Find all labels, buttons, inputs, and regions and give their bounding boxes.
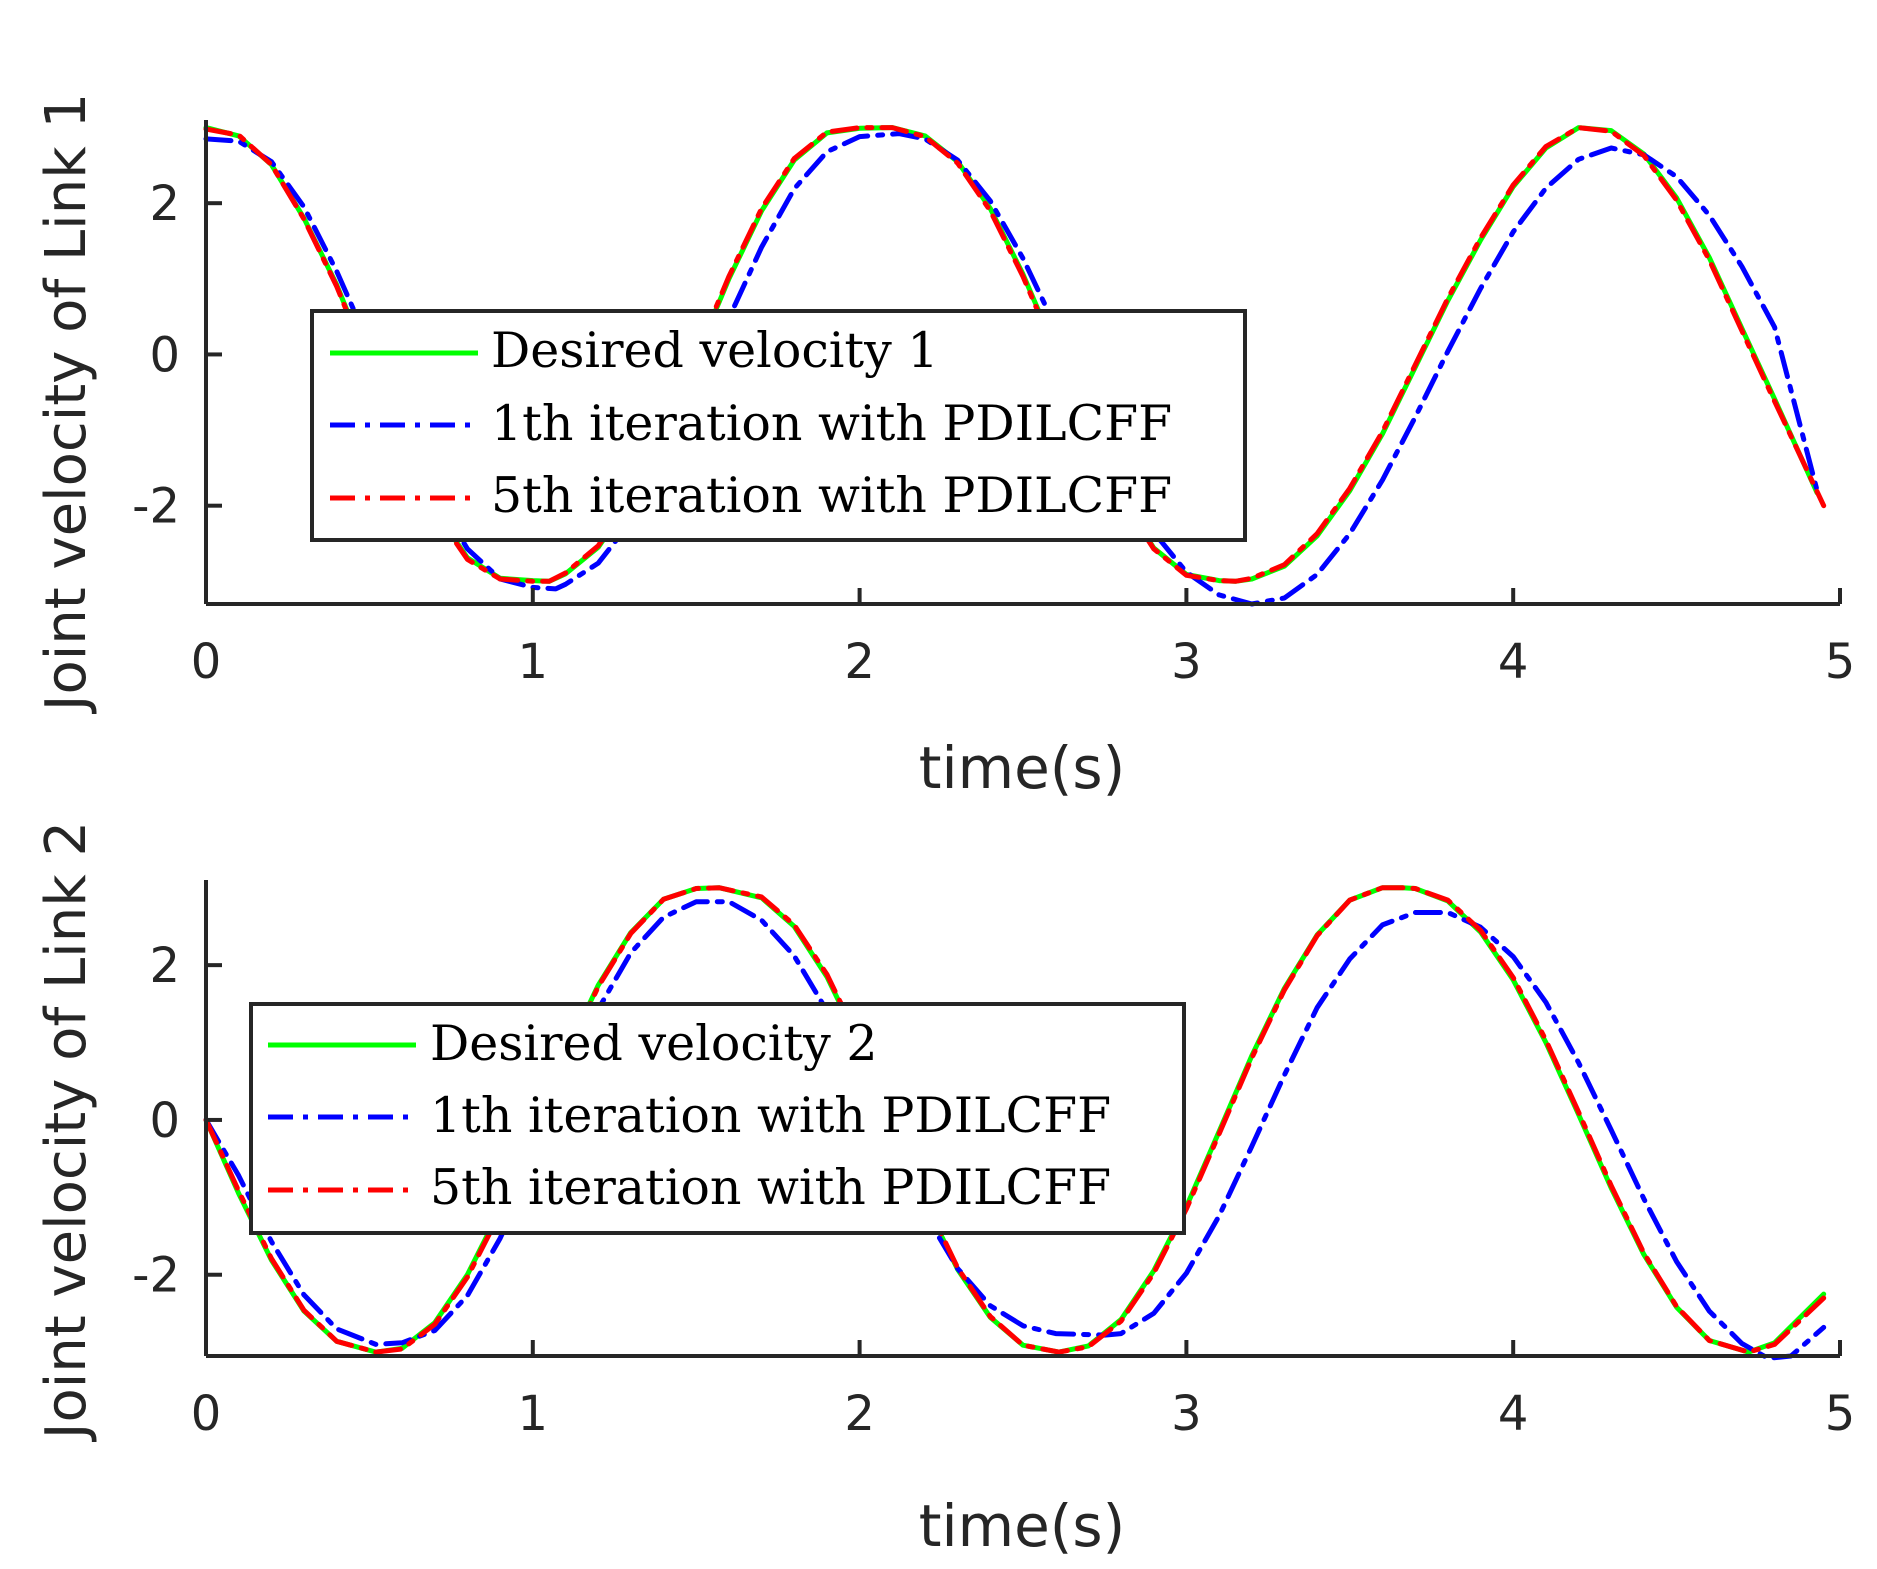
legend-label-desired-1: Desired velocity 1: [491, 322, 939, 379]
series-line-1th-iteration-with-pdilcff: [203, 899, 1827, 1361]
x-tick-label: 0: [191, 634, 222, 690]
x-tick-label: 2: [844, 1386, 875, 1442]
x-tick-label: 3: [1171, 634, 1202, 690]
y-tick-label: -2: [132, 1248, 180, 1304]
x-tick-label: 1: [518, 634, 549, 690]
x-axis-label-link2: time(s): [919, 1492, 1126, 1560]
y-tick-label: 0: [149, 327, 180, 383]
legend-link1: Desired velocity 1 1th iteration with PD…: [310, 309, 1247, 542]
panel-link1: 0 1 2 3 4 5 -2 0 2 Joint velocity of Link 1 time…: [34, 93, 1855, 802]
y-tick-label: 2: [149, 938, 180, 994]
y-axis-label-link2: Joint velocity of Link 2: [34, 821, 99, 1442]
x-tick-label: 3: [1171, 1386, 1202, 1442]
series-layer-link1: [203, 125, 1827, 607]
x-tick-label: 2: [844, 634, 875, 690]
legend-label-iter1: 1th iteration with PDILCFF: [491, 395, 1172, 452]
y-tick-label: -2: [132, 479, 180, 535]
x-tick-label: 4: [1498, 1386, 1529, 1442]
x-tick-label: 5: [1825, 634, 1856, 690]
panel-link2: 0 1 2 3 4 5 -2 0 2 Joint velocity of Link 2 time…: [34, 821, 1855, 1560]
series-line-1th-iteration-with-pdilcff: [203, 131, 1820, 607]
series-line-5th-iteration-with-pdilcff: [203, 885, 1827, 1355]
y-tick-label: 0: [149, 1093, 180, 1149]
x-axis-label-link1: time(s): [919, 734, 1126, 802]
y-axis-label-link1: Joint velocity of Link 1: [34, 93, 99, 714]
y-tick-label: 2: [149, 176, 180, 232]
x-tick-label: 1: [518, 1386, 549, 1442]
series-line-5th-iteration-with-pdilcff: [203, 125, 1827, 584]
x-tick-label: 0: [191, 1386, 222, 1442]
axes-link2: 0 1 2 3 4 5 -2 0 2: [132, 880, 1855, 1442]
axes-link1: 0 1 2 3 4 5 -2 0 2: [132, 120, 1855, 690]
legend-label-iter1: 1th iteration with PDILCFF: [430, 1087, 1111, 1144]
legend-link2: Desired velocity 2 1th iteration with PD…: [249, 1002, 1186, 1235]
x-tick-label: 5: [1825, 1386, 1856, 1442]
legend-label-iter5: 5th iteration with PDILCFF: [491, 467, 1172, 524]
legend-label-iter5: 5th iteration with PDILCFF: [430, 1159, 1111, 1216]
x-tick-label: 4: [1498, 634, 1529, 690]
series-layer-link2: [203, 885, 1827, 1361]
legend-label-desired-2: Desired velocity 2: [430, 1015, 878, 1072]
